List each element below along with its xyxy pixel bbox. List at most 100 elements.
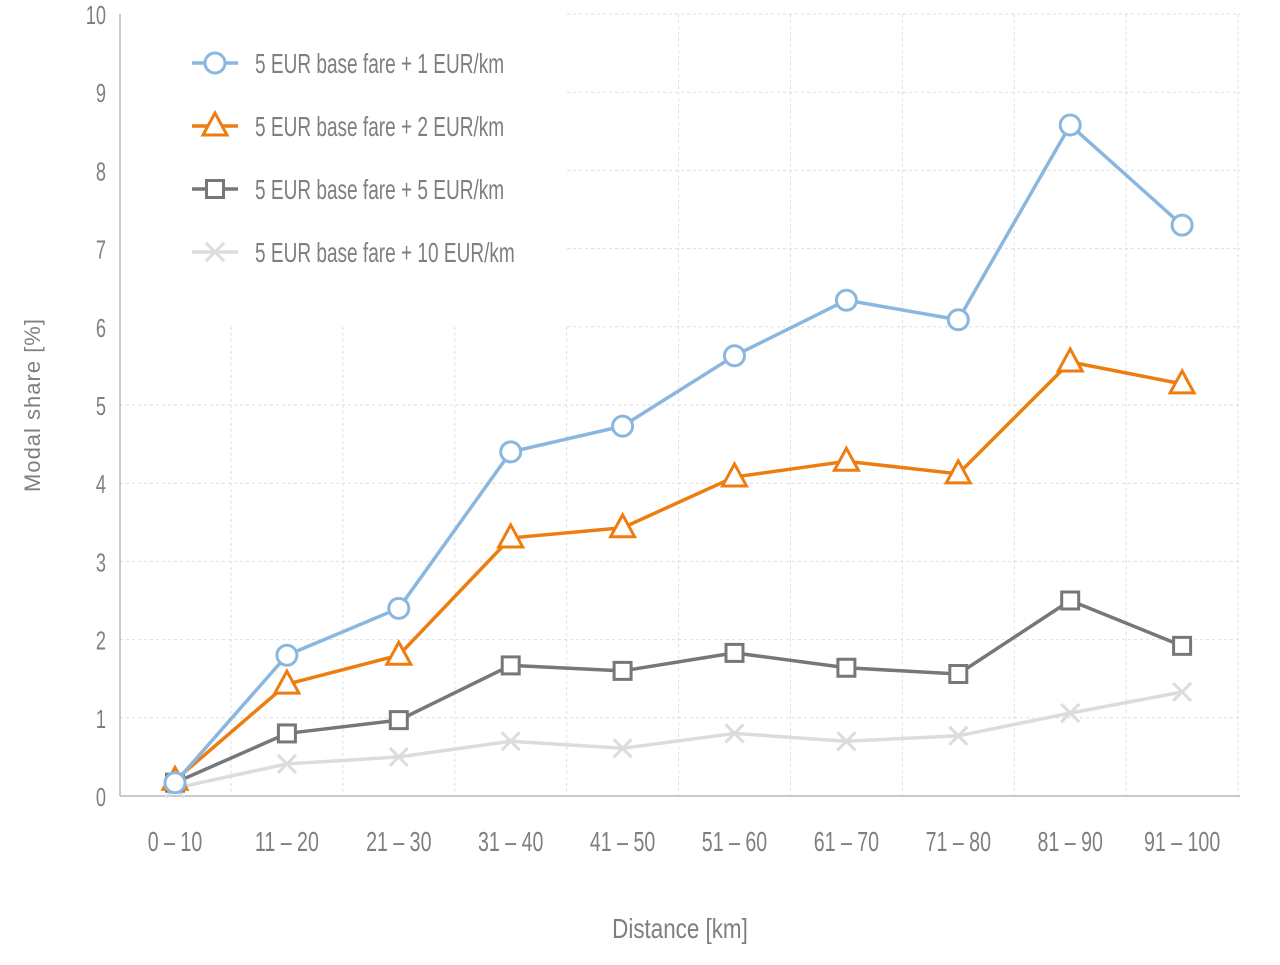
- y-tick-label: 2: [96, 626, 106, 655]
- series-circle: [163, 113, 1194, 795]
- data-point: [608, 511, 638, 539]
- x-marker-shape: [1172, 681, 1193, 703]
- data-point: [500, 655, 521, 676]
- x-marker-shape: [204, 241, 226, 263]
- legend-item: 5 EUR base fare + 1 EUR/km: [192, 48, 504, 80]
- x-marker-shape: [276, 753, 297, 774]
- triangle-marker-shape: [1167, 367, 1197, 395]
- x-tick-label: 81 – 90: [1038, 827, 1103, 858]
- data-point: [719, 460, 750, 488]
- square-marker-shape: [948, 664, 969, 685]
- legend-label: 5 EUR base fare + 10 EUR/km: [255, 237, 515, 269]
- square-marker-shape: [276, 723, 297, 744]
- circle-marker-shape: [946, 308, 970, 332]
- y-tick-label: 4: [96, 470, 106, 499]
- y-tick-label: 7: [96, 235, 106, 264]
- data-point: [387, 596, 411, 620]
- data-point: [384, 639, 414, 666]
- square-marker-shape: [724, 642, 745, 663]
- data-point: [612, 738, 633, 759]
- data-point: [943, 457, 973, 485]
- data-point: [272, 668, 302, 695]
- data-point: [1058, 113, 1082, 137]
- legend-item: 5 EUR base fare + 10 EUR/km: [192, 237, 515, 269]
- triangle-marker-shape: [831, 445, 861, 472]
- data-point: [1170, 213, 1194, 237]
- data-point: [500, 731, 521, 752]
- series-line: [173, 360, 1183, 782]
- data-point: [275, 643, 299, 667]
- grid: [120, 13, 1240, 796]
- legend-marker-icon: [205, 179, 225, 199]
- data-point: [1167, 367, 1197, 395]
- circle-marker-shape: [1170, 213, 1194, 237]
- circle-marker-shape: [499, 440, 523, 464]
- x-marker-shape: [500, 731, 521, 752]
- y-tick-label: 5: [96, 392, 106, 421]
- y-tick-label: 10: [86, 1, 106, 30]
- y-tick-label: 6: [96, 314, 106, 343]
- y-tick-label: 9: [96, 79, 106, 108]
- square-marker-shape: [388, 710, 409, 731]
- data-point: [388, 746, 409, 767]
- legend-label: 5 EUR base fare + 2 EUR/km: [255, 111, 504, 143]
- y-tick-label: 8: [96, 157, 106, 186]
- data-point: [946, 308, 970, 332]
- circle-marker-shape: [387, 596, 411, 620]
- legend-marker-icon: [200, 109, 230, 137]
- y-tick-label: 0: [96, 783, 106, 812]
- circle-marker-shape: [203, 51, 227, 75]
- data-point: [834, 288, 858, 312]
- data-point: [388, 710, 409, 731]
- y-tick-labels: 0 1 2 3 4 5 6 7 8 9 10: [86, 1, 106, 812]
- circle-marker-shape: [1058, 113, 1082, 137]
- triangle-marker-shape: [608, 511, 638, 539]
- legend-marker-icon: [204, 241, 226, 263]
- legend-marker-icon: [203, 51, 227, 75]
- triangle-marker-shape: [200, 109, 230, 137]
- triangle-marker-shape: [943, 457, 973, 485]
- x-marker-shape: [612, 738, 633, 759]
- data-point: [836, 731, 857, 752]
- data-point: [831, 445, 861, 472]
- circle-marker-shape: [275, 643, 299, 667]
- triangle-marker-shape: [272, 668, 302, 695]
- legend-label: 5 EUR base fare + 5 EUR/km: [255, 174, 504, 206]
- data-point: [723, 344, 746, 368]
- circle-marker-shape: [163, 771, 187, 795]
- square-marker-shape: [1060, 590, 1081, 611]
- data-point: [276, 723, 297, 744]
- x-marker-shape: [1060, 703, 1081, 724]
- series-line: [174, 690, 1183, 790]
- x-tick-label: 71 – 80: [926, 827, 991, 858]
- circle-marker-shape: [834, 288, 858, 312]
- x-tick-label: 91 – 100: [1144, 827, 1220, 858]
- data-point: [496, 521, 526, 549]
- square-marker-shape: [500, 655, 521, 676]
- legend-item: 5 EUR base fare + 2 EUR/km: [192, 109, 504, 143]
- data-point: [724, 642, 745, 663]
- data-point: [1055, 345, 1085, 373]
- data-point: [1060, 703, 1081, 724]
- x-marker-shape: [724, 723, 745, 744]
- x-tick-label: 0 – 10: [148, 827, 202, 858]
- axes: [119, 14, 1240, 797]
- triangle-marker-shape: [719, 460, 750, 488]
- x-tick-label: 61 – 70: [814, 827, 879, 858]
- y-tick-label: 1: [96, 705, 106, 734]
- data-point: [1172, 635, 1193, 656]
- series-line: [174, 598, 1183, 785]
- data-point: [724, 723, 745, 744]
- data-point: [163, 771, 187, 795]
- legend: 5 EUR base fare + 1 EUR/km 5 EUR base far…: [192, 48, 515, 269]
- y-axis-label: Modal share [%]: [20, 318, 45, 492]
- x-tick-label: 31 – 40: [478, 827, 543, 858]
- triangle-marker-shape: [1055, 345, 1085, 373]
- square-marker-shape: [1172, 635, 1193, 656]
- x-marker-shape: [388, 746, 409, 767]
- circle-marker-shape: [611, 414, 635, 438]
- square-marker-shape: [836, 657, 857, 678]
- x-axis-label: Distance [km]: [612, 914, 748, 945]
- x-marker-shape: [948, 725, 969, 746]
